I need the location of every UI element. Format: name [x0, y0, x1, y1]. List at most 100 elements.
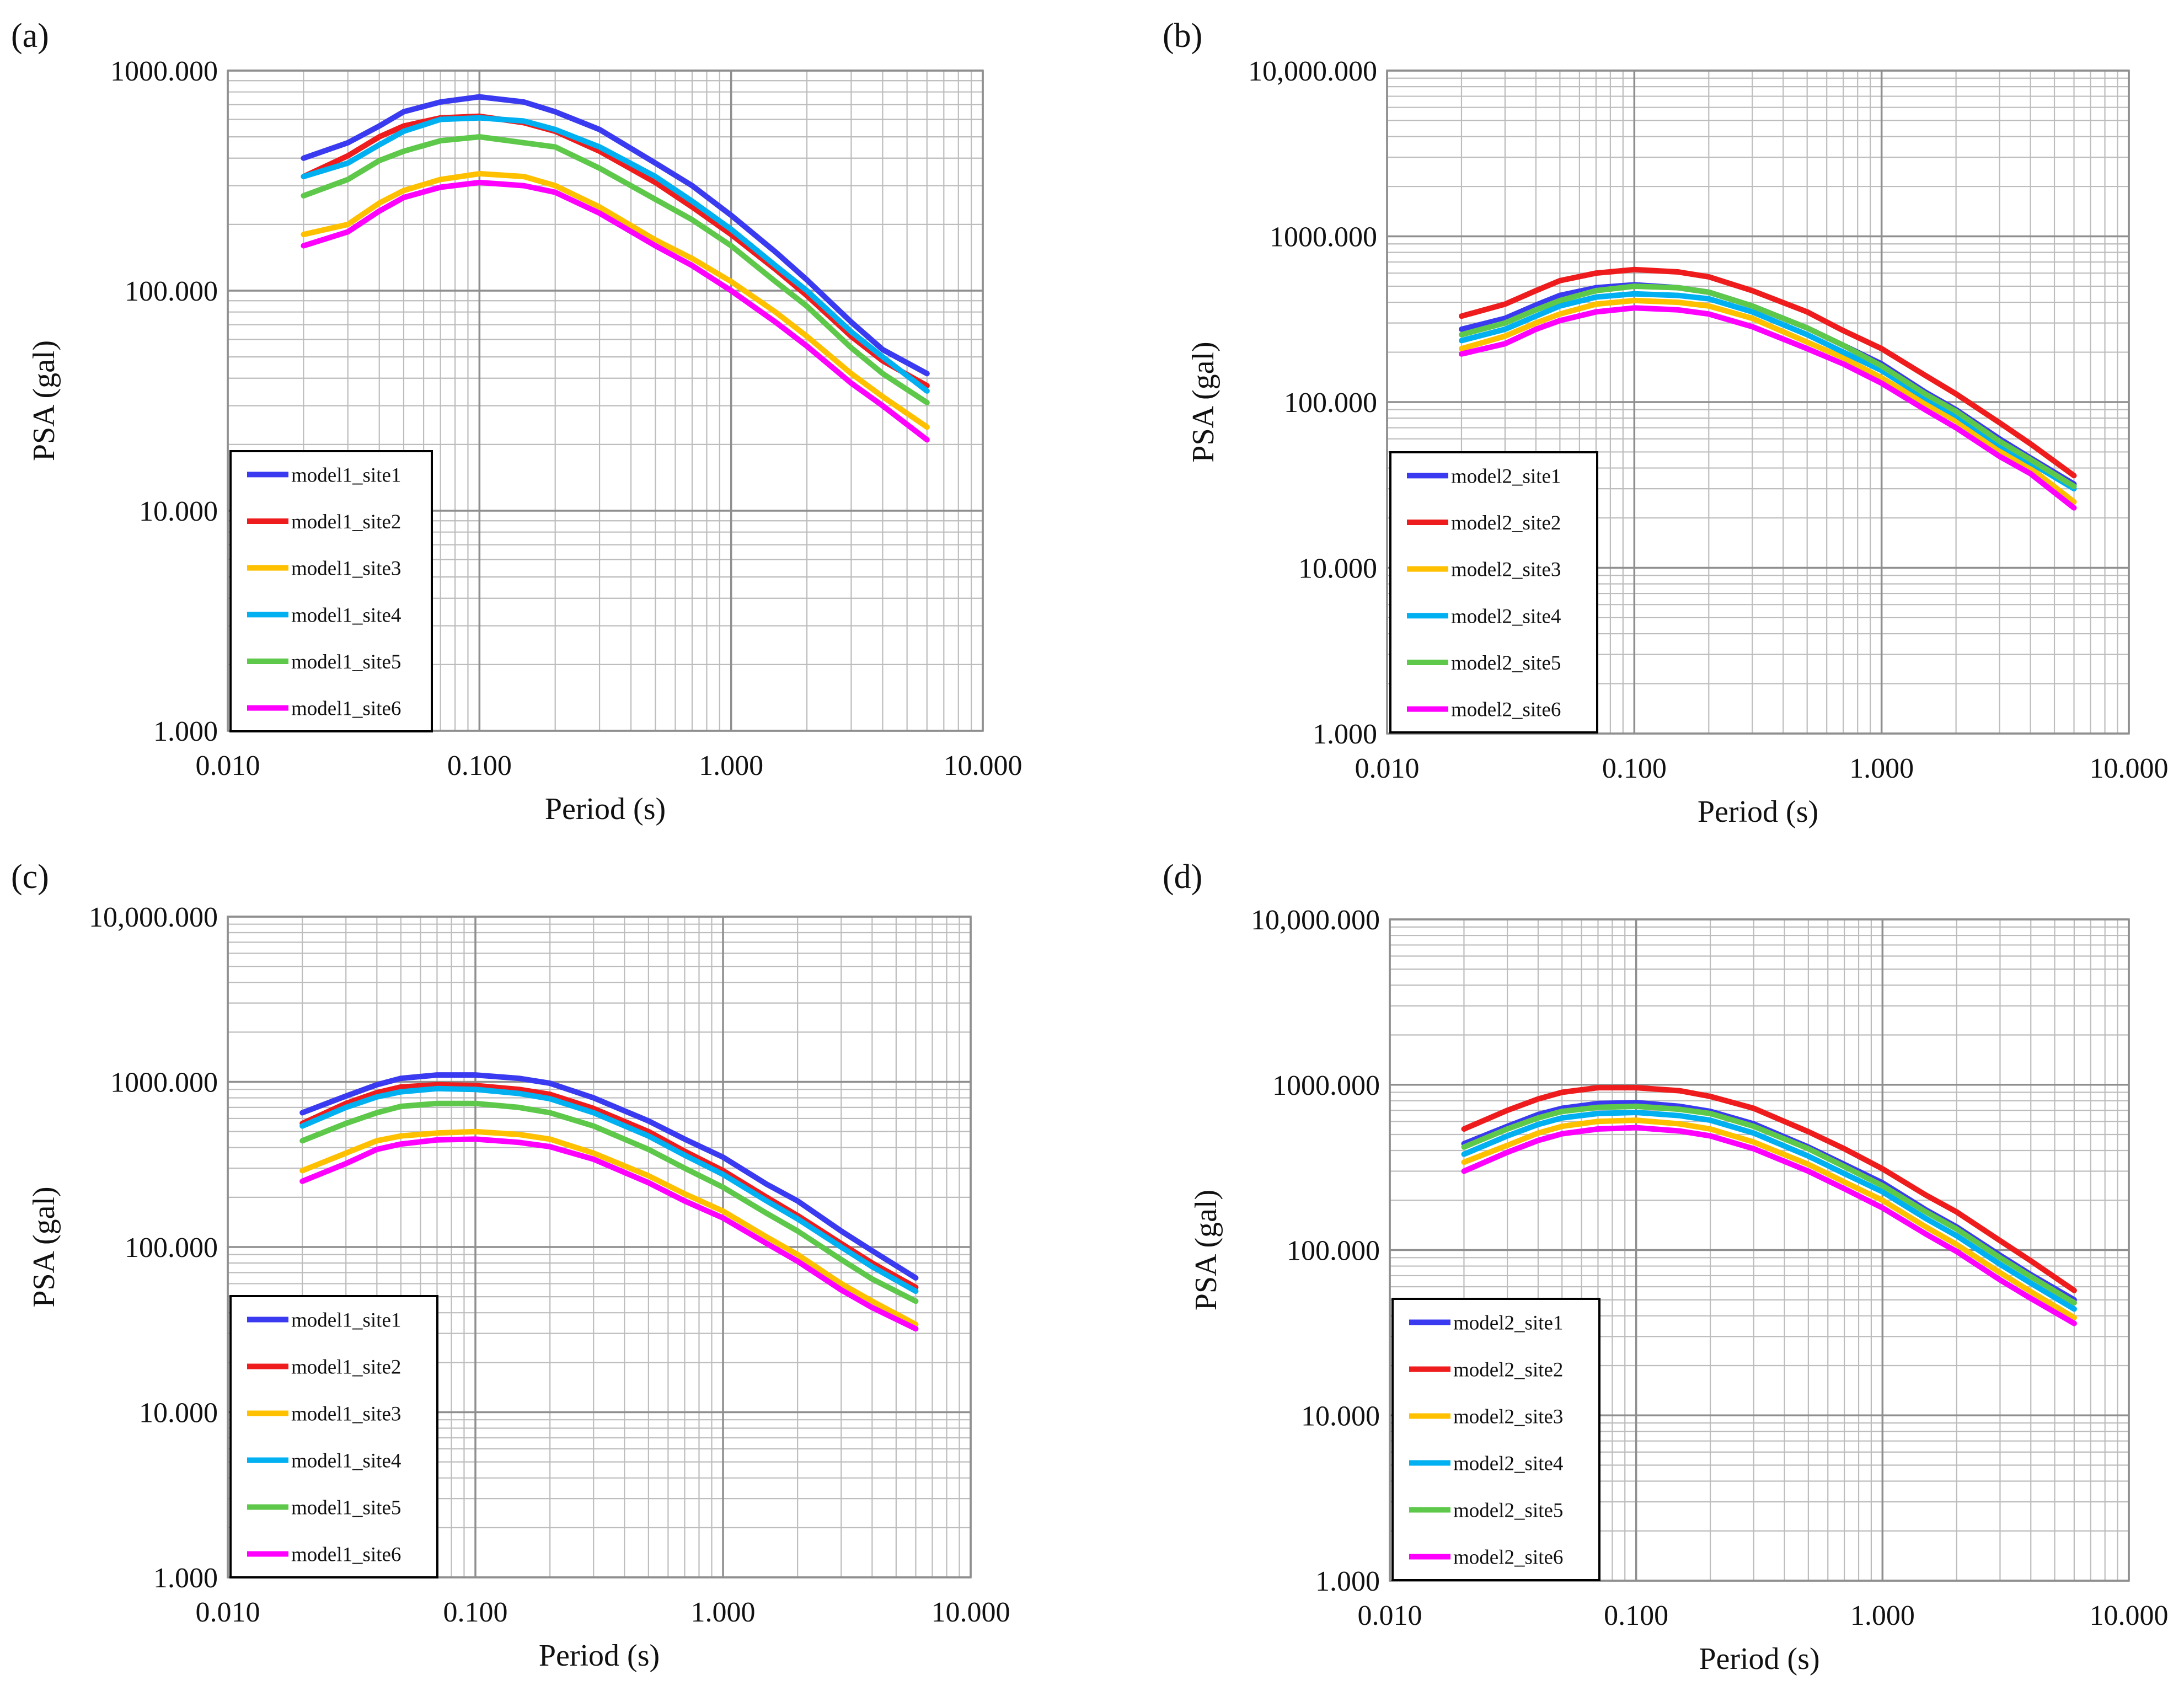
x-tick-label: 1.000 — [1849, 753, 1914, 784]
y-tick-label: 100.000 — [125, 276, 218, 307]
legend-label: model2_site1 — [1453, 1312, 1563, 1335]
x-tick-label: 0.010 — [1355, 753, 1420, 784]
series-line-model1_site1 — [301, 94, 930, 377]
x-tick-label: 0.010 — [196, 1597, 260, 1628]
x-tick-label: 0.100 — [447, 750, 512, 782]
legend: model1_site1 model1_site2 model1_site3mode… — [229, 450, 433, 732]
series-line-model2_site4 — [1461, 1110, 2077, 1312]
x-axis-title: Period (s) — [539, 1639, 660, 1673]
series-line-model2_site2 — [1461, 1085, 2077, 1293]
y-axis-title: PSA (gal) — [1186, 341, 1221, 462]
legend-label: model2_site5 — [1451, 652, 1561, 675]
panel-label: (b) — [1163, 17, 1202, 55]
x-axis-title: Period (s) — [1698, 795, 1818, 829]
y-tick-label: 10,000.000 — [1248, 56, 1377, 87]
x-tick-label: 1.000 — [1850, 1600, 1915, 1631]
legend-label: model1_site5 — [291, 1497, 401, 1519]
series-line-model1_site6 — [299, 1136, 919, 1332]
legend-label: model1_site1 — [291, 1309, 401, 1332]
legend-label: model1_site2 — [291, 511, 401, 533]
x-tick-label: 10.000 — [932, 1597, 1010, 1628]
x-tick-label: 1.000 — [699, 750, 763, 782]
legend-label: model2_site1 — [1451, 465, 1561, 488]
legend-label: model1_site4 — [291, 604, 401, 627]
y-tick-label: 1000.000 — [110, 56, 218, 87]
series-line-model1_site4 — [301, 115, 930, 394]
x-tick-label: 10.000 — [944, 750, 1023, 782]
series-line-model2_site3 — [1461, 1117, 2077, 1321]
plot-frame — [1389, 918, 2130, 1582]
y-tick-label: 1000.000 — [1272, 1070, 1380, 1101]
y-tick-label: 1.000 — [1315, 1566, 1380, 1597]
series-line-model1_site2 — [301, 113, 930, 389]
series-line-model2_site5 — [1461, 1103, 2077, 1305]
y-tick-label: 10.000 — [1301, 1400, 1380, 1432]
legend-label: model1_site6 — [291, 698, 401, 720]
x-axis-title: Period (s) — [545, 792, 666, 826]
legend-label: model1_site3 — [291, 1403, 401, 1426]
y-tick-label: 10.000 — [1298, 553, 1377, 585]
legend-label: model1_site6 — [291, 1544, 401, 1566]
y-axis-title: PSA (gal) — [27, 1186, 61, 1307]
legend: model1_site1 model1_site2 model1_site3mode… — [229, 1295, 438, 1578]
y-tick-label: 100.000 — [1284, 387, 1377, 419]
x-tick-label: 10.000 — [2090, 753, 2169, 784]
x-tick-label: 1.000 — [691, 1597, 756, 1628]
legend-box — [1389, 451, 1598, 734]
panel-label: (d) — [1163, 858, 1202, 896]
y-tick-label: 1000.000 — [110, 1067, 218, 1099]
x-tick-label: 0.100 — [1602, 753, 1667, 784]
y-axis-title: PSA (gal) — [27, 340, 61, 461]
series-line-model2_site6 — [1459, 305, 2077, 511]
plot-frame — [1386, 69, 2130, 735]
series-line-model1_site6 — [301, 179, 930, 443]
legend-label: model2_site4 — [1453, 1453, 1563, 1475]
series-line-model1_site3 — [301, 170, 930, 430]
y-tick-label: 1.000 — [1313, 719, 1377, 750]
y-tick-label: 100.000 — [1287, 1235, 1380, 1267]
legend-label: model2_site6 — [1453, 1546, 1563, 1569]
y-axis-title: PSA (gal) — [1189, 1190, 1223, 1310]
series-line-model2_site3 — [1459, 297, 2077, 505]
legend-label: model2_site6 — [1451, 699, 1561, 721]
legend: model2_site1 model2_site2 model2_site3mode… — [1389, 451, 1598, 734]
legend-label: model1_site5 — [291, 651, 401, 673]
panel-label: (c) — [11, 858, 49, 896]
y-tick-label: 10.000 — [139, 1398, 218, 1429]
panel-label: (a) — [11, 17, 49, 55]
legend-label: model1_site4 — [291, 1450, 401, 1473]
plot-frame — [227, 69, 984, 732]
series-line-model1_site5 — [299, 1100, 919, 1304]
y-tick-label: 10.000 — [139, 496, 218, 527]
legend-label: model2_site3 — [1453, 1406, 1563, 1428]
legend-label: model2_site5 — [1453, 1500, 1563, 1522]
x-tick-label: 0.010 — [196, 750, 260, 782]
y-tick-label: 100.000 — [125, 1232, 218, 1264]
chart-panel-1: 0.010 0.100 1.000 10.000 1.000 10.000 100.000 1… — [11, 17, 1023, 826]
legend-label: model1_site3 — [291, 558, 401, 580]
y-tick-label: 1.000 — [153, 716, 218, 747]
y-tick-label: 1.000 — [153, 1562, 218, 1594]
chart-panel-2: 0.010 0.100 1.000 10.000 1.000 10.000 100.000 1… — [1163, 17, 2169, 829]
legend-label: model1_site2 — [291, 1356, 401, 1379]
legend-label: model2_site4 — [1451, 605, 1561, 628]
series-line-model1_site2 — [299, 1082, 919, 1291]
legend-box — [229, 1295, 438, 1578]
y-tick-label: 10,000.000 — [1251, 905, 1380, 936]
x-tick-label: 0.100 — [443, 1597, 508, 1628]
legend-box — [1391, 1298, 1600, 1581]
legend-label: model2_site3 — [1451, 559, 1561, 581]
x-tick-label: 0.010 — [1358, 1600, 1422, 1631]
plot-frame — [227, 916, 972, 1578]
y-tick-label: 10,000.000 — [89, 902, 218, 933]
series-line-model1_site5 — [301, 134, 930, 405]
series-line-model2_site6 — [1461, 1125, 2077, 1326]
legend-label: model2_site2 — [1451, 512, 1561, 534]
y-tick-label: 1000.000 — [1270, 222, 1377, 253]
x-tick-label: 10.000 — [2090, 1600, 2169, 1631]
series-line-model2_site5 — [1459, 283, 2077, 489]
legend: model2_site1 model2_site2 model2_site3mode… — [1391, 1298, 1600, 1581]
x-axis-title: Period (s) — [1699, 1642, 1819, 1676]
legend-label: model1_site1 — [291, 464, 401, 486]
